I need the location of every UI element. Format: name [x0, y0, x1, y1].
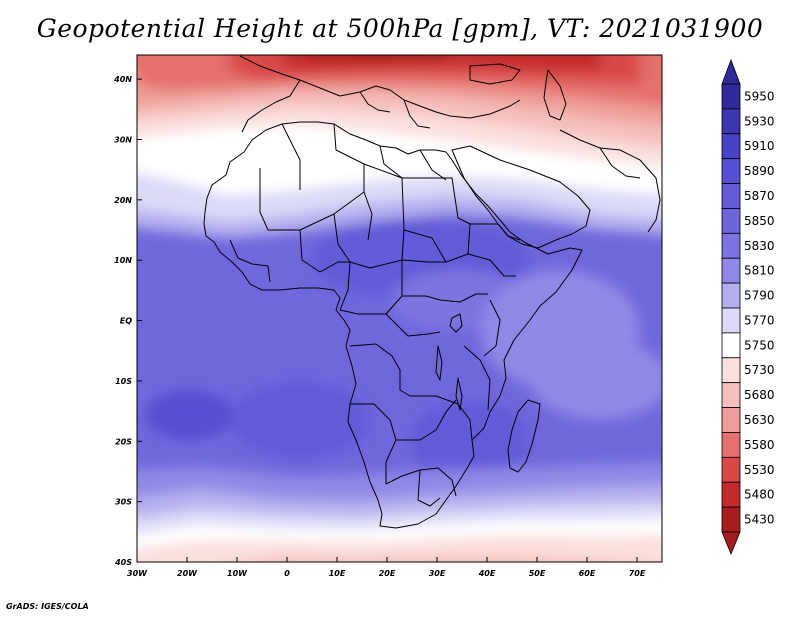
colorbar-swatch: [721, 158, 741, 184]
colorbar-swatch: [721, 481, 741, 508]
colorbar-swatch: [721, 432, 741, 458]
longitude-axis: 30W 20W 10W 0 10E 20E 30E 40E 50E 60E 70E: [127, 557, 646, 578]
colorbar-label: 5680: [744, 388, 775, 402]
lon-tick-label: 50E: [529, 569, 546, 578]
lon-tick-label: 70E: [629, 569, 646, 578]
lat-tick-label: 10N: [114, 256, 132, 265]
colorbar-swatch: [721, 382, 741, 408]
colorbar-swatch: [721, 208, 741, 234]
colorbar-top-arrow: [721, 58, 741, 85]
colorbar-label: 5850: [744, 214, 775, 228]
colorbar: 5950 5930 5910 5890 5870 5850 5830 5810 5790 5770…: [721, 58, 775, 556]
colorbar-label: 5790: [744, 289, 775, 303]
colorbar-label: 5730: [744, 363, 775, 377]
colorbar-swatch: [721, 232, 741, 259]
colorbar-label: 5630: [744, 413, 775, 427]
lon-tick-label: 60E: [579, 569, 596, 578]
colorbar-label: 5870: [744, 189, 775, 203]
lon-tick-label: 20W: [177, 569, 198, 578]
colorbar-swatch: [721, 282, 741, 309]
colorbar-label: 5530: [744, 463, 775, 477]
colorbar-bottom-arrow: [721, 531, 741, 556]
colorbar-swatch: [721, 407, 741, 433]
lon-tick-label: 10W: [227, 569, 248, 578]
colorbar-label: 5950: [744, 89, 775, 103]
colorbar-swatch: [721, 257, 741, 284]
colorbar-label: 5580: [744, 438, 775, 452]
lon-tick-label: 30W: [127, 569, 148, 578]
geopotential-height-field: [137, 55, 662, 562]
colorbar-swatch: [721, 307, 741, 334]
lon-tick-label: 10E: [329, 569, 346, 578]
grads-credit: GrADS: IGES/COLA: [6, 602, 89, 611]
colorbar-label: 5910: [744, 139, 775, 153]
lat-tick-label: 20S: [115, 437, 132, 446]
lat-tick-label: 20N: [114, 196, 132, 205]
map-title: Geopotential Height at 500hPa [gpm], VT:…: [36, 14, 764, 43]
latitude-axis: 40N 30N 20N 10N EQ 10S 20S 30S 40S: [113, 75, 142, 567]
colorbar-label: 5890: [744, 164, 775, 178]
colorbar-label: 5480: [744, 488, 775, 502]
colorbar-label: 5770: [744, 313, 775, 327]
lon-tick-label: 20E: [379, 569, 396, 578]
colorbar-label: 5830: [744, 239, 775, 253]
colorbar-swatch: [721, 506, 741, 533]
colorbar-swatch: [721, 83, 741, 110]
lon-tick-label: 0: [284, 569, 290, 578]
coastlines-and-borders: [203, 55, 661, 529]
lon-tick-label: 30E: [429, 569, 446, 578]
colorbar-label: 5430: [744, 513, 775, 527]
lat-tick-label: EQ: [120, 317, 132, 326]
map-frame: [136, 54, 663, 563]
lat-tick-label: 30S: [115, 498, 132, 507]
colorbar-label: 5930: [744, 114, 775, 128]
colorbar-swatch: [721, 133, 741, 160]
lat-tick-label: 30N: [114, 136, 132, 145]
lon-tick-label: 40E: [478, 569, 496, 578]
colorbar-swatch: [721, 357, 741, 384]
colorbar-swatch: [721, 332, 741, 359]
lat-tick-label: 40N: [113, 75, 132, 84]
colorbar-swatch: [721, 108, 741, 135]
colorbar-label: 5810: [744, 264, 775, 278]
colorbar-label: 5750: [744, 338, 775, 352]
colorbar-swatch: [721, 456, 741, 483]
lat-tick-label: 40S: [114, 558, 132, 567]
colorbar-swatch: [721, 183, 741, 209]
lat-tick-label: 10S: [115, 377, 132, 386]
